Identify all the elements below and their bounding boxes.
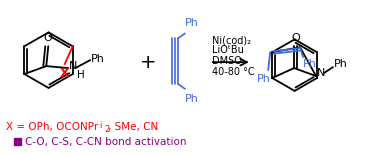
Text: Ph: Ph <box>257 74 271 84</box>
Text: 2: 2 <box>104 125 110 134</box>
Text: DMSO: DMSO <box>212 56 242 66</box>
Text: +: + <box>140 53 156 72</box>
Text: H: H <box>77 70 85 80</box>
Text: X: X <box>60 67 70 80</box>
Text: Ph: Ph <box>303 59 317 69</box>
Text: i: i <box>99 121 102 130</box>
Text: Ph: Ph <box>185 18 199 29</box>
Text: Ph: Ph <box>91 54 105 64</box>
Text: 40-80 °C: 40-80 °C <box>212 67 254 77</box>
Text: N: N <box>317 68 325 78</box>
Text: O: O <box>292 33 301 43</box>
Text: C-O, C-S, C-CN bond activation: C-O, C-S, C-CN bond activation <box>25 137 186 147</box>
Text: LiOᵗBu: LiOᵗBu <box>212 45 244 55</box>
Text: Ni(cod)₂: Ni(cod)₂ <box>212 35 251 45</box>
Text: O: O <box>43 33 52 43</box>
Text: Ph: Ph <box>185 94 199 104</box>
Text: N: N <box>69 61 77 71</box>
Text: Ph: Ph <box>334 59 348 69</box>
Text: , SMe, CN: , SMe, CN <box>108 122 158 132</box>
Text: X = OPh, OCONPr: X = OPh, OCONPr <box>6 122 98 132</box>
Bar <box>14 138 21 145</box>
FancyArrowPatch shape <box>213 59 247 65</box>
